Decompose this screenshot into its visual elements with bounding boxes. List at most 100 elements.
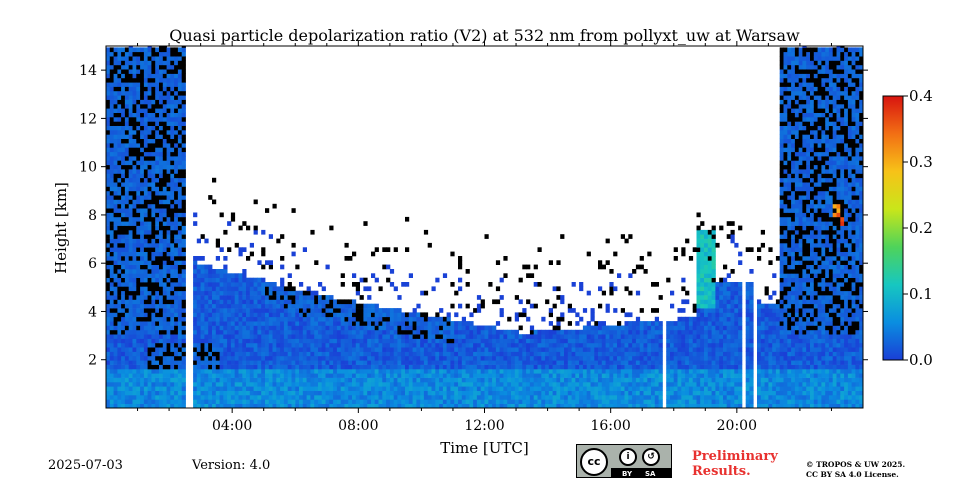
heatmap-cell	[344, 373, 349, 378]
heatmap-cell	[620, 403, 625, 408]
heatmap-cell	[442, 321, 448, 326]
heatmap-cell	[393, 386, 398, 391]
heatmap-cell	[212, 334, 217, 339]
heatmap-cell	[268, 325, 273, 331]
heatmap-cell	[109, 173, 114, 179]
heatmap-cell	[143, 195, 149, 200]
heatmap-cell	[386, 329, 391, 335]
heatmap-cell	[427, 334, 432, 339]
heatmap-cell	[230, 282, 236, 287]
heatmap-cell	[537, 247, 542, 252]
heatmap-cell	[529, 364, 535, 370]
heatmap-cell	[529, 342, 535, 348]
heatmap-cell	[166, 173, 171, 179]
heatmap-cell	[162, 56, 167, 61]
heatmap-cell	[223, 312, 228, 318]
heatmap-cell	[609, 360, 614, 365]
heatmap-cell	[253, 351, 258, 357]
heatmap-cell	[106, 151, 111, 157]
heatmap-cell	[177, 321, 183, 326]
heatmap-cell	[666, 399, 671, 404]
heatmap-cell	[321, 377, 326, 383]
heatmap-cell	[132, 186, 137, 192]
heatmap-cell	[106, 208, 111, 213]
heatmap-cell	[314, 386, 319, 391]
heatmap-cell	[155, 247, 160, 252]
heatmap-cell	[151, 47, 156, 53]
heatmap-cell	[177, 381, 183, 387]
heatmap-cell	[461, 321, 466, 326]
heatmap-cell	[204, 342, 209, 348]
heatmap-cell	[155, 99, 160, 105]
heatmap-cell	[344, 338, 349, 344]
heatmap-cell	[117, 77, 122, 83]
heatmap-cell	[227, 386, 232, 391]
heatmap-cell	[151, 90, 156, 96]
heatmap-cell	[499, 377, 504, 383]
heatmap-cell	[329, 295, 334, 300]
heatmap-cell	[594, 377, 599, 383]
heatmap-cell	[128, 351, 133, 357]
heatmap-cell	[257, 338, 262, 344]
heatmap-cell	[458, 325, 463, 331]
heatmap-cell	[363, 386, 368, 391]
heatmap-cell	[299, 386, 304, 391]
heatmap-cell	[174, 216, 179, 222]
heatmap-cell	[276, 360, 281, 365]
heatmap-cell	[348, 342, 353, 348]
heatmap-cell	[378, 347, 383, 352]
heatmap-cell	[132, 169, 137, 174]
heatmap-cell	[230, 395, 236, 400]
heatmap-cell	[571, 381, 576, 387]
heatmap-cell	[159, 329, 164, 335]
heatmap-cell	[143, 386, 149, 391]
heatmap-cell	[454, 377, 459, 383]
heatmap-cell	[609, 269, 614, 274]
heatmap-cell	[427, 364, 432, 370]
heatmap-cell	[548, 395, 553, 400]
heatmap-cell	[268, 368, 273, 374]
heatmap-cell	[113, 77, 118, 83]
heatmap-cell	[511, 399, 516, 404]
heatmap-cell	[359, 364, 364, 370]
heatmap-cell	[113, 368, 118, 374]
heatmap-cell	[355, 373, 360, 378]
heatmap-cell	[162, 299, 167, 305]
heatmap-cell	[545, 395, 550, 400]
heatmap-cell	[166, 273, 171, 278]
heatmap-cell	[382, 381, 387, 387]
heatmap-cell	[177, 360, 183, 365]
heatmap-cell	[121, 117, 126, 122]
heatmap-cell	[654, 377, 659, 383]
heatmap-cell	[302, 290, 307, 296]
heatmap-cell	[121, 390, 126, 396]
heatmap-cell	[128, 334, 133, 339]
heatmap-cell	[412, 360, 417, 365]
heatmap-cell	[367, 364, 372, 370]
heatmap-cell	[121, 169, 126, 174]
heatmap-cell	[268, 395, 273, 400]
heatmap-cell	[325, 386, 330, 391]
heatmap-cell	[590, 338, 595, 344]
heatmap-cell	[147, 182, 152, 187]
heatmap-cell	[162, 316, 167, 322]
heatmap-cell	[109, 90, 114, 96]
heatmap-cell	[446, 325, 451, 331]
heatmap-cell	[677, 338, 682, 344]
heatmap-cell	[136, 403, 141, 408]
heatmap-cell	[170, 377, 175, 383]
heatmap-cell	[318, 347, 323, 352]
heatmap-cell	[159, 225, 164, 231]
heatmap-cell	[401, 316, 406, 322]
heatmap-cell	[196, 264, 201, 270]
heatmap-cell	[382, 355, 387, 361]
heatmap-cell	[647, 403, 652, 408]
heatmap-cell	[677, 399, 682, 404]
heatmap-cell	[280, 377, 285, 383]
heatmap-cell	[166, 147, 171, 153]
heatmap-cell	[586, 321, 591, 326]
heatmap-cell	[170, 295, 175, 300]
heatmap-cell	[272, 368, 277, 374]
heatmap-cell	[552, 325, 557, 331]
heatmap-cell	[181, 117, 186, 122]
